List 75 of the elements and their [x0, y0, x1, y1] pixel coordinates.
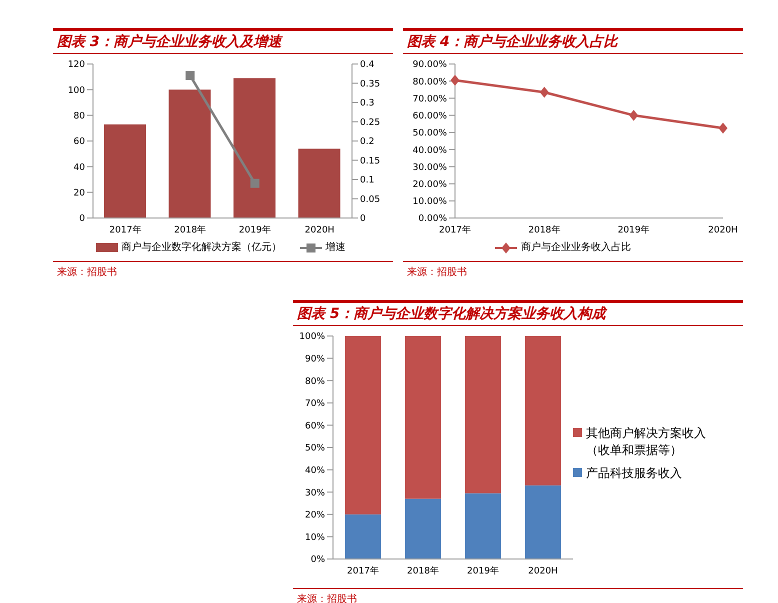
x-tick-label: 2018年	[174, 224, 206, 236]
y-tick-label: 40	[74, 162, 86, 173]
y2-tick-label: 0.05	[360, 194, 380, 205]
chart-title: 图表 5：商户与企业数字化解决方案业务收入构成	[293, 300, 743, 326]
y-tick-label: 10%	[304, 532, 326, 543]
legend-label: 产品科技服务收入	[586, 465, 682, 482]
legend-label: 商户与企业业务收入占比	[521, 240, 631, 254]
bar	[525, 336, 561, 486]
y-tick-label: 60	[74, 137, 86, 148]
y-tick-label: 20%	[304, 510, 326, 521]
y-tick-label: 40%	[304, 466, 326, 476]
y-tick-label: 40.00%	[412, 146, 448, 156]
y2-tick-label: 0.1	[360, 176, 374, 186]
y2-tick-label: 0	[360, 214, 366, 224]
point	[450, 74, 460, 86]
bar	[405, 498, 441, 559]
bar	[104, 124, 146, 218]
y-tick-label: 80.00%	[412, 77, 448, 88]
x-tick-label: 2020H	[528, 566, 558, 576]
bar	[525, 485, 561, 559]
bar	[345, 514, 381, 559]
bar	[405, 336, 441, 499]
y-tick-label: 0	[79, 214, 86, 224]
x-tick-label: 2017年	[347, 565, 379, 576]
y-tick-label: 60.00%	[412, 112, 448, 122]
y-tick-label: 30.00%	[412, 162, 448, 173]
y2-tick-label: 0.2	[360, 137, 374, 148]
y-tick-label: 120	[68, 60, 86, 70]
y-tick-label: 20.00%	[412, 180, 448, 190]
y-tick-label: 80	[74, 112, 86, 122]
chart-title: 图表 4：商户与企业业务收入占比	[403, 28, 743, 54]
x-tick-label: 2017年	[109, 224, 142, 236]
x-tick-label: 2019年	[467, 565, 499, 576]
y-tick-label: 90.00%	[412, 60, 448, 70]
bar	[168, 90, 211, 218]
y-tick-label: 100	[68, 86, 86, 96]
chart-title: 图表 3：商户与企业业务收入及增速	[53, 28, 393, 54]
y-tick-label: 100%	[299, 332, 326, 342]
y-tick-label: 50.00%	[412, 128, 448, 139]
source-note: 来源：招股书	[407, 266, 468, 279]
x-tick-label: 2018年	[407, 565, 439, 576]
x-tick-label: 2017年	[439, 224, 471, 236]
source-note: 来源：招股书	[57, 266, 118, 279]
x-tick-label: 2019年	[618, 224, 650, 236]
x-tick-label: 2020H	[708, 225, 738, 236]
y-tick-label: 60%	[304, 421, 326, 432]
point	[718, 122, 728, 134]
legend-label: 商户与企业数字化解决方案（亿元）	[122, 240, 282, 254]
point	[629, 110, 638, 121]
point	[540, 86, 549, 98]
y-tick-label: 0.00%	[418, 214, 448, 224]
x-tick-label: 2019年	[238, 224, 271, 236]
y-tick-label: 80%	[304, 376, 326, 387]
bar	[465, 493, 501, 559]
bar	[234, 78, 276, 218]
bar	[298, 148, 340, 218]
y-tick-label: 0%	[310, 555, 326, 566]
y-tick-label: 30%	[304, 488, 326, 498]
y2-tick-label: 0.35	[360, 79, 380, 90]
y2-tick-label: 0.25	[360, 118, 380, 128]
legend-label: 其他商户解决方案收入（收单和票据等）	[586, 425, 707, 459]
y-tick-label: 50%	[304, 444, 326, 454]
y-tick-label: 70.00%	[412, 94, 448, 104]
legend-label: 增速	[326, 240, 346, 254]
y-tick-label: 10.00%	[412, 197, 448, 208]
y-tick-label: 90%	[304, 354, 326, 364]
bar	[345, 336, 381, 514]
y2-tick-label: 0.4	[360, 60, 375, 70]
x-tick-label: 2018年	[528, 224, 560, 236]
y2-tick-label: 0.3	[360, 98, 374, 109]
y-tick-label: 70%	[304, 399, 326, 410]
y2-tick-label: 0.15	[360, 156, 380, 166]
bar	[465, 336, 501, 494]
y-tick-label: 20	[74, 188, 86, 199]
x-tick-label: 2020H	[304, 225, 334, 236]
